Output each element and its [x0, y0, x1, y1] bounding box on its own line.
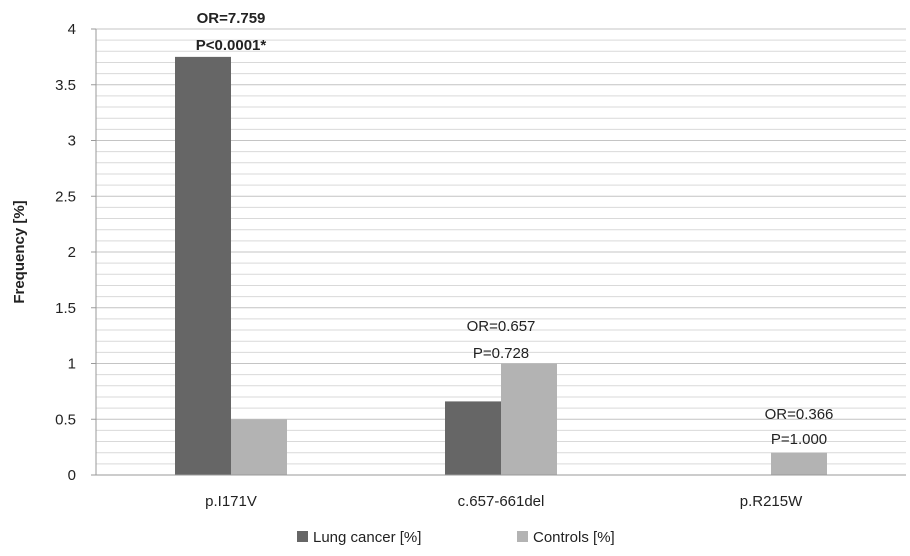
y-tick-label: 1.5 [55, 300, 76, 317]
annotation-text: P=0.728 [473, 345, 529, 362]
bar-controls [231, 419, 287, 475]
bar-lung-cancer [175, 56, 231, 475]
x-category-label: c.657-661del [458, 493, 545, 510]
y-tick-labels: 0 0.5 1 1.5 2 2.5 3 3.5 4 [55, 21, 76, 484]
legend-label: Lung cancer [%] [313, 529, 421, 546]
y-axis-label: Frequency [%] [11, 200, 28, 303]
bar-lung-cancer [445, 401, 501, 475]
annotation-text: OR=0.657 [467, 318, 536, 335]
legend: Lung cancer [%] Controls [%] [297, 529, 615, 546]
y-tick-label: 0 [68, 467, 76, 484]
y-tick-label: 1 [68, 356, 76, 373]
y-tick-label: 3 [68, 133, 76, 150]
x-category-label: p.R215W [740, 493, 803, 510]
y-tick-label: 3.5 [55, 77, 76, 94]
annotation-text: P<0.0001* [196, 37, 267, 54]
bars [175, 56, 827, 475]
legend-swatch [297, 531, 308, 542]
x-category-label: p.I171V [205, 493, 257, 510]
annotations: OR=7.759 P<0.0001* OR=0.657 P=0.728 OR=0.366… [196, 10, 834, 448]
x-category-labels: p.I171V c.657-661del p.R215W [205, 493, 803, 510]
y-tick-label: 2 [68, 244, 76, 261]
bar-controls [501, 363, 557, 475]
y-tick-label: 2.5 [55, 188, 76, 205]
bar-controls [771, 452, 827, 475]
legend-label: Controls [%] [533, 529, 615, 546]
y-tick-label: 0.5 [55, 411, 76, 428]
annotation-text: OR=7.759 [197, 10, 266, 27]
annotation-text: P=1.000 [771, 431, 827, 448]
axes [91, 28, 906, 476]
annotation-text: OR=0.366 [765, 406, 834, 423]
y-tick-label: 4 [68, 21, 76, 38]
legend-swatch [517, 531, 528, 542]
